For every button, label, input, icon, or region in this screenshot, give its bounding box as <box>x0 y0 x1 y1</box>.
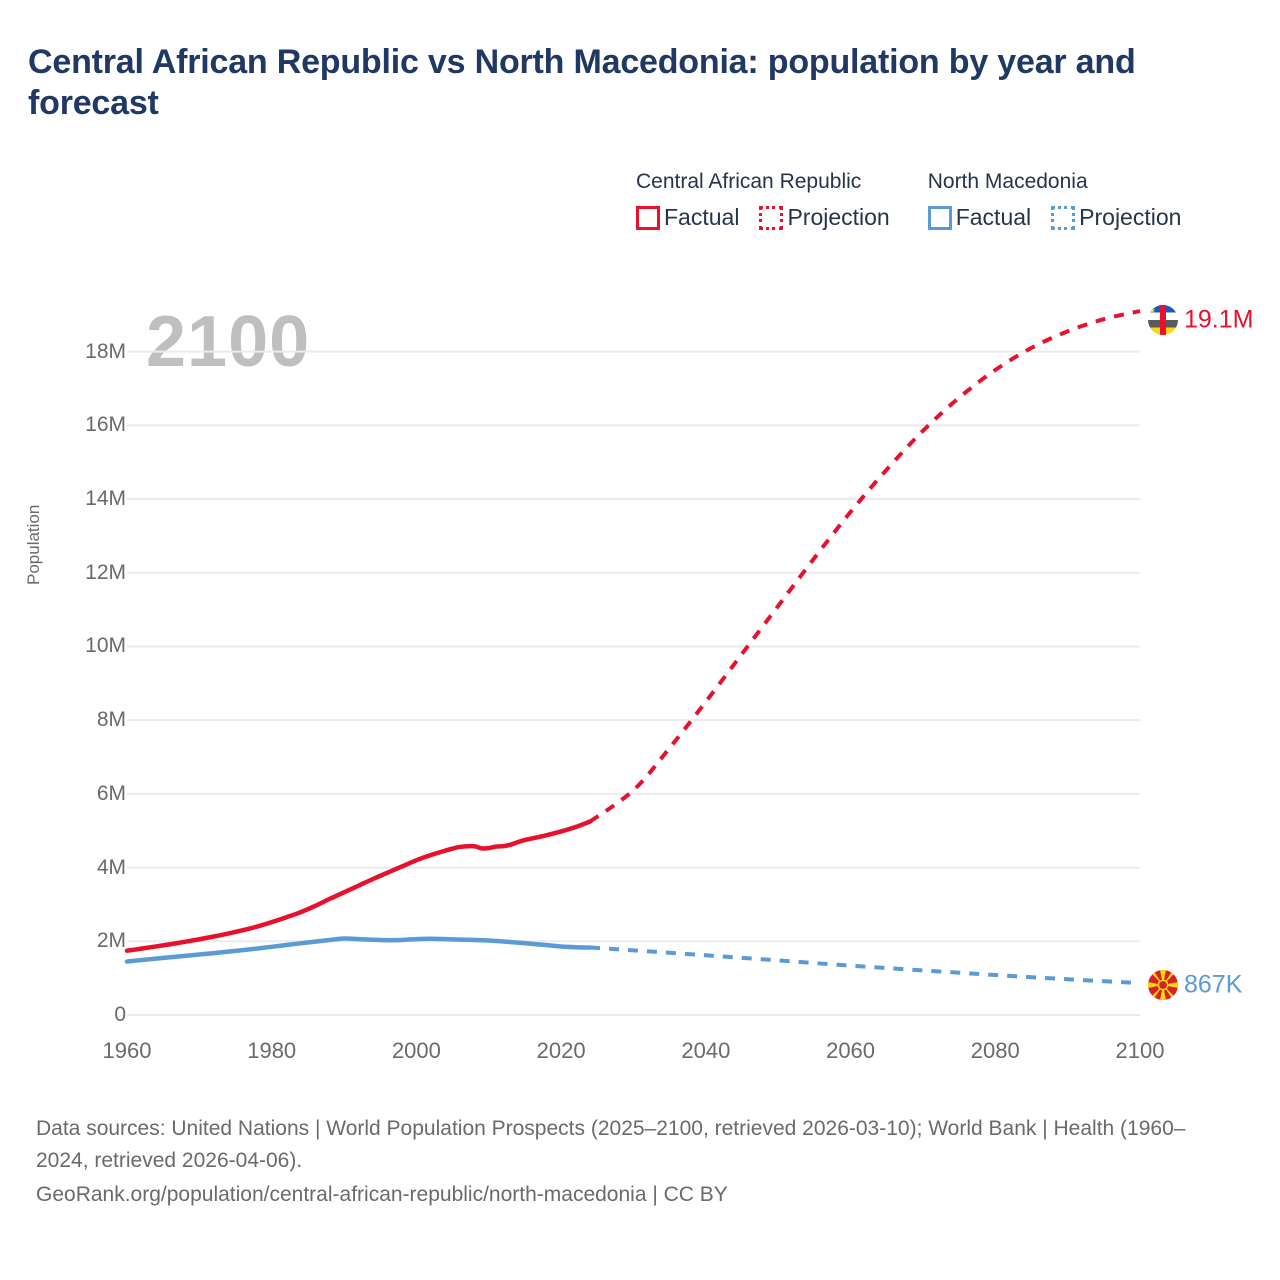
x-axis-tick-label: 2000 <box>391 1038 441 1063</box>
mkd-endpoint-label: 867K <box>1184 970 1243 999</box>
legend-item-car-factual[interactable]: Factual <box>636 204 739 231</box>
x-axis-tick-label: 2080 <box>970 1038 1020 1063</box>
gridlines <box>127 350 1140 1016</box>
line-factual-central-african-republic <box>124 819 593 953</box>
legend-item-mkd-projection[interactable]: Projection <box>1051 204 1181 231</box>
legend-item-label: Projection <box>787 204 890 230</box>
x-axis-tick-label: 2100 <box>1115 1038 1165 1063</box>
x-axis-tick-label: 2020 <box>536 1038 586 1063</box>
line-factual-north-macedonia <box>124 936 593 964</box>
y-axis-label: Population <box>24 504 43 585</box>
x-axis-tick-label: 2060 <box>826 1038 876 1063</box>
y-axis-tick-label: 14M <box>85 487 126 511</box>
legend-swatch-dotted-icon <box>759 205 784 230</box>
car-endpoint-label: 19.1M <box>1184 305 1254 334</box>
year-watermark: 2100 <box>146 302 311 382</box>
legend-item-car-projection[interactable]: Projection <box>759 204 890 231</box>
line-projection-central-african-republic <box>588 309 1141 824</box>
legend-swatch-solid-icon <box>636 205 660 230</box>
legend-swatch-solid-icon <box>927 205 952 230</box>
y-axis-tick-label: 4M <box>96 855 126 879</box>
y-axis-tick-label: 12M <box>85 560 126 584</box>
footer-sources: Data sources: United Nations | World Pop… <box>36 1113 1236 1211</box>
y-axis-tick-label: 8M <box>96 708 126 732</box>
legend-item-label: Factual <box>955 204 1032 230</box>
y-axis-tick-label: 10M <box>85 634 126 658</box>
page-title: Central African Republic vs North Macedo… <box>28 43 1136 123</box>
x-axis-tick-label: 1960 <box>102 1038 152 1063</box>
y-axis-tick-label: 2M <box>96 929 126 953</box>
central-african-republic-flag-icon <box>1148 305 1178 335</box>
legend-swatch-dotted-icon <box>1051 205 1076 230</box>
legend-item-label: Projection <box>1079 204 1182 230</box>
series-lines <box>124 309 1141 986</box>
y-axis-tick-label: 6M <box>96 781 126 805</box>
chart-legend: Central African Republic Factual Project… <box>636 170 1256 231</box>
x-axis-tick-label: 2040 <box>681 1038 731 1063</box>
y-axis-tick-label: 16M <box>85 413 126 437</box>
north-macedonia-flag-icon <box>1148 970 1178 1000</box>
legend-group-title: North Macedonia <box>927 170 1088 193</box>
legend-item-label: Factual <box>664 204 740 230</box>
footer-line-2[interactable]: GeoRank.org/population/central-african-r… <box>36 1182 728 1206</box>
footer-line-1: Data sources: United Nations | World Pop… <box>36 1117 1186 1172</box>
legend-item-mkd-factual[interactable]: Factual <box>927 204 1032 231</box>
legend-group-title: Central African Republic <box>636 170 862 193</box>
x-axis-tick-label: 1980 <box>247 1038 297 1063</box>
y-axis-tick-label: 18M <box>85 339 126 363</box>
legend-group-central-african-republic: Central African Republic Factual Project… <box>636 170 890 231</box>
y-axis-tick-label: 0 <box>114 1003 126 1026</box>
line-projection-north-macedonia <box>589 945 1141 986</box>
legend-group-north-macedonia: North Macedonia Factual Projection <box>927 170 1181 231</box>
